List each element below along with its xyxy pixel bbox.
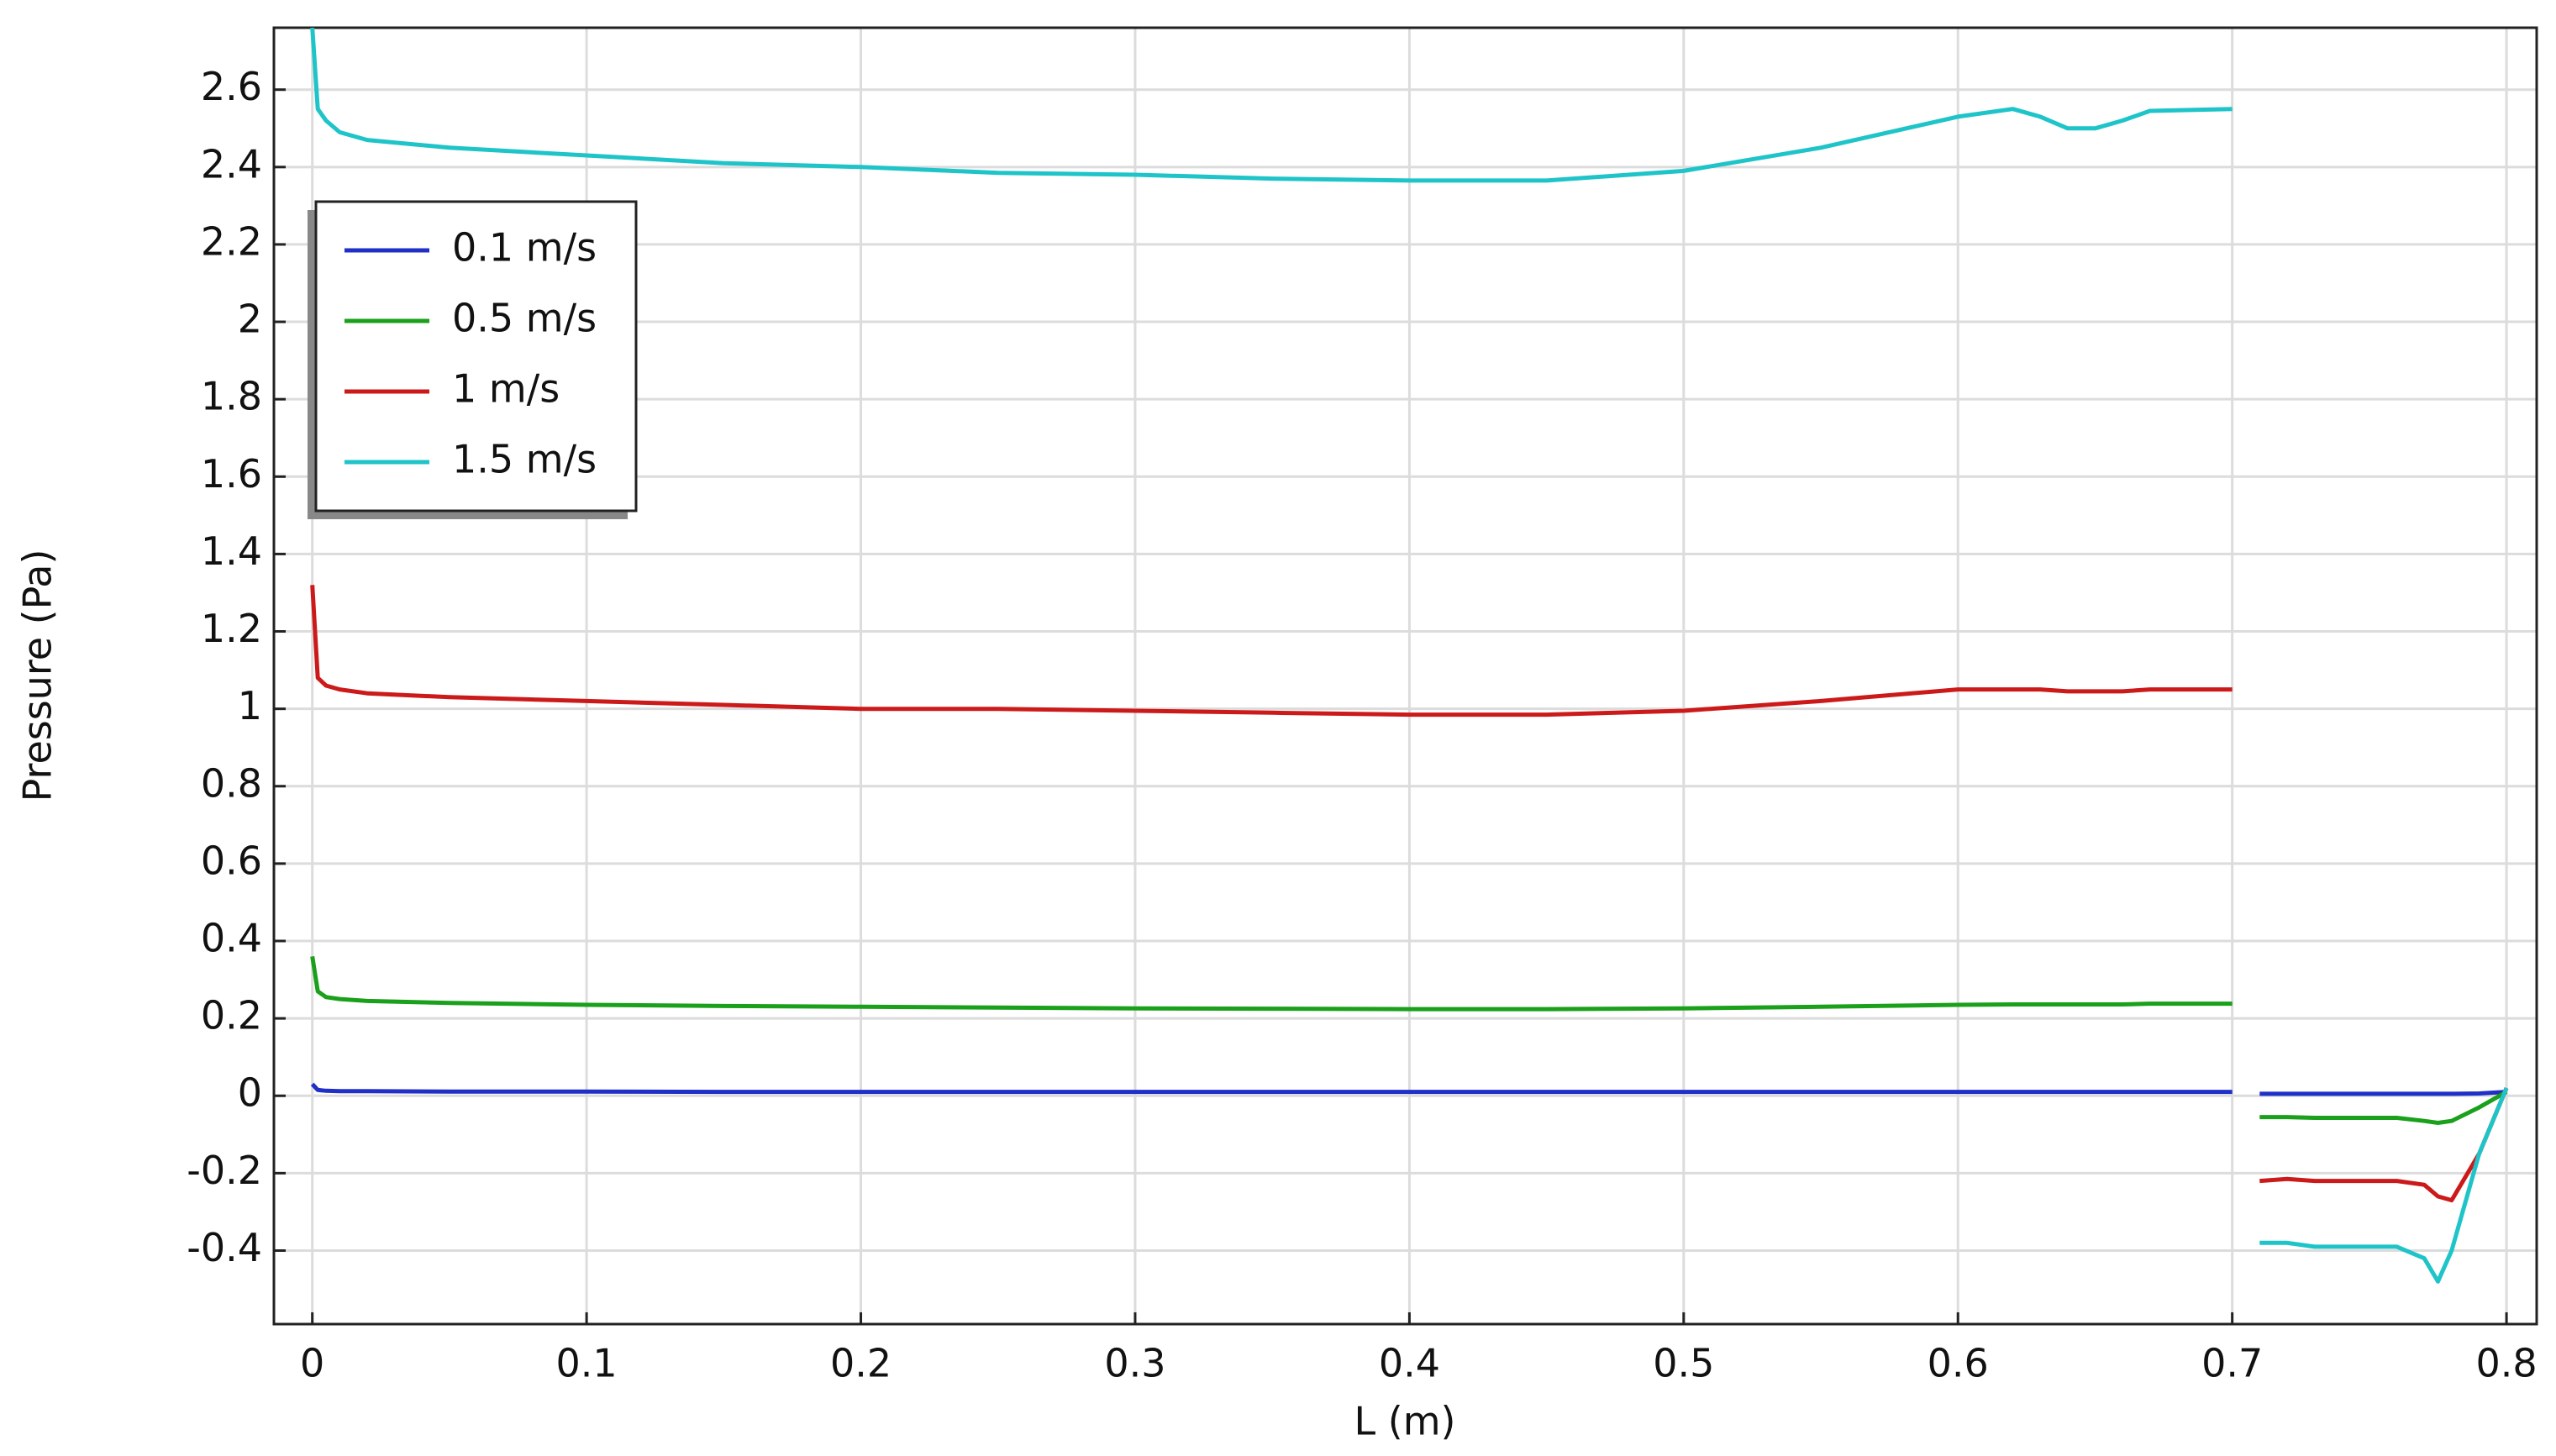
y-axis-label: Pressure (Pa): [15, 549, 60, 802]
y-tick-label: 1.6: [201, 451, 262, 497]
legend-label: 0.1 m/s: [452, 225, 597, 271]
plot-frame: [272, 26, 2538, 1326]
x-tick-label: 0: [300, 1341, 324, 1386]
y-tick-label: 1.8: [201, 374, 262, 419]
y-tick-label: 0.6: [201, 838, 262, 883]
x-tick-label: 0.3: [1104, 1341, 1165, 1386]
legend-label: 1 m/s: [452, 366, 560, 412]
y-tick-label: 1.2: [201, 606, 262, 651]
plot-area: [310, 28, 2509, 1284]
y-tick-label: 1: [238, 683, 262, 728]
legend-box: [314, 200, 638, 512]
series-line: [310, 585, 2509, 1203]
y-tick-label: 0.4: [201, 916, 262, 961]
y-tick-label: -0.2: [187, 1148, 262, 1193]
series-line: [310, 956, 2508, 1125]
y-tick-label: 0.8: [201, 760, 262, 806]
x-axis-label: L (m): [1354, 1399, 1456, 1444]
x-tick-label: 0.2: [830, 1341, 891, 1386]
y-tick-label: 2.6: [201, 64, 262, 109]
x-tick-label: 0.7: [2201, 1341, 2263, 1386]
y-tick-label: 2: [238, 297, 262, 342]
y-tick-label: 0.2: [201, 993, 262, 1038]
x-tick-label: 0.8: [2476, 1341, 2538, 1386]
x-tick-label: 0.4: [1379, 1341, 1440, 1386]
x-tick-label: 0.1: [556, 1341, 618, 1386]
y-tick-label: 0: [238, 1070, 262, 1116]
y-tick-label: -0.4: [187, 1225, 262, 1270]
series-line: [310, 28, 2509, 1284]
y-tick-label: 1.4: [201, 528, 262, 574]
y-tick-label: 2.2: [201, 218, 262, 264]
y-tick-label: 2.4: [201, 141, 262, 187]
legend-label: 1.5 m/s: [452, 437, 597, 482]
series-line: [310, 1082, 2507, 1096]
x-tick-label: 0.5: [1653, 1341, 1714, 1386]
legend-label: 0.5 m/s: [452, 296, 597, 341]
x-tick-label: 0.6: [1928, 1341, 1989, 1386]
